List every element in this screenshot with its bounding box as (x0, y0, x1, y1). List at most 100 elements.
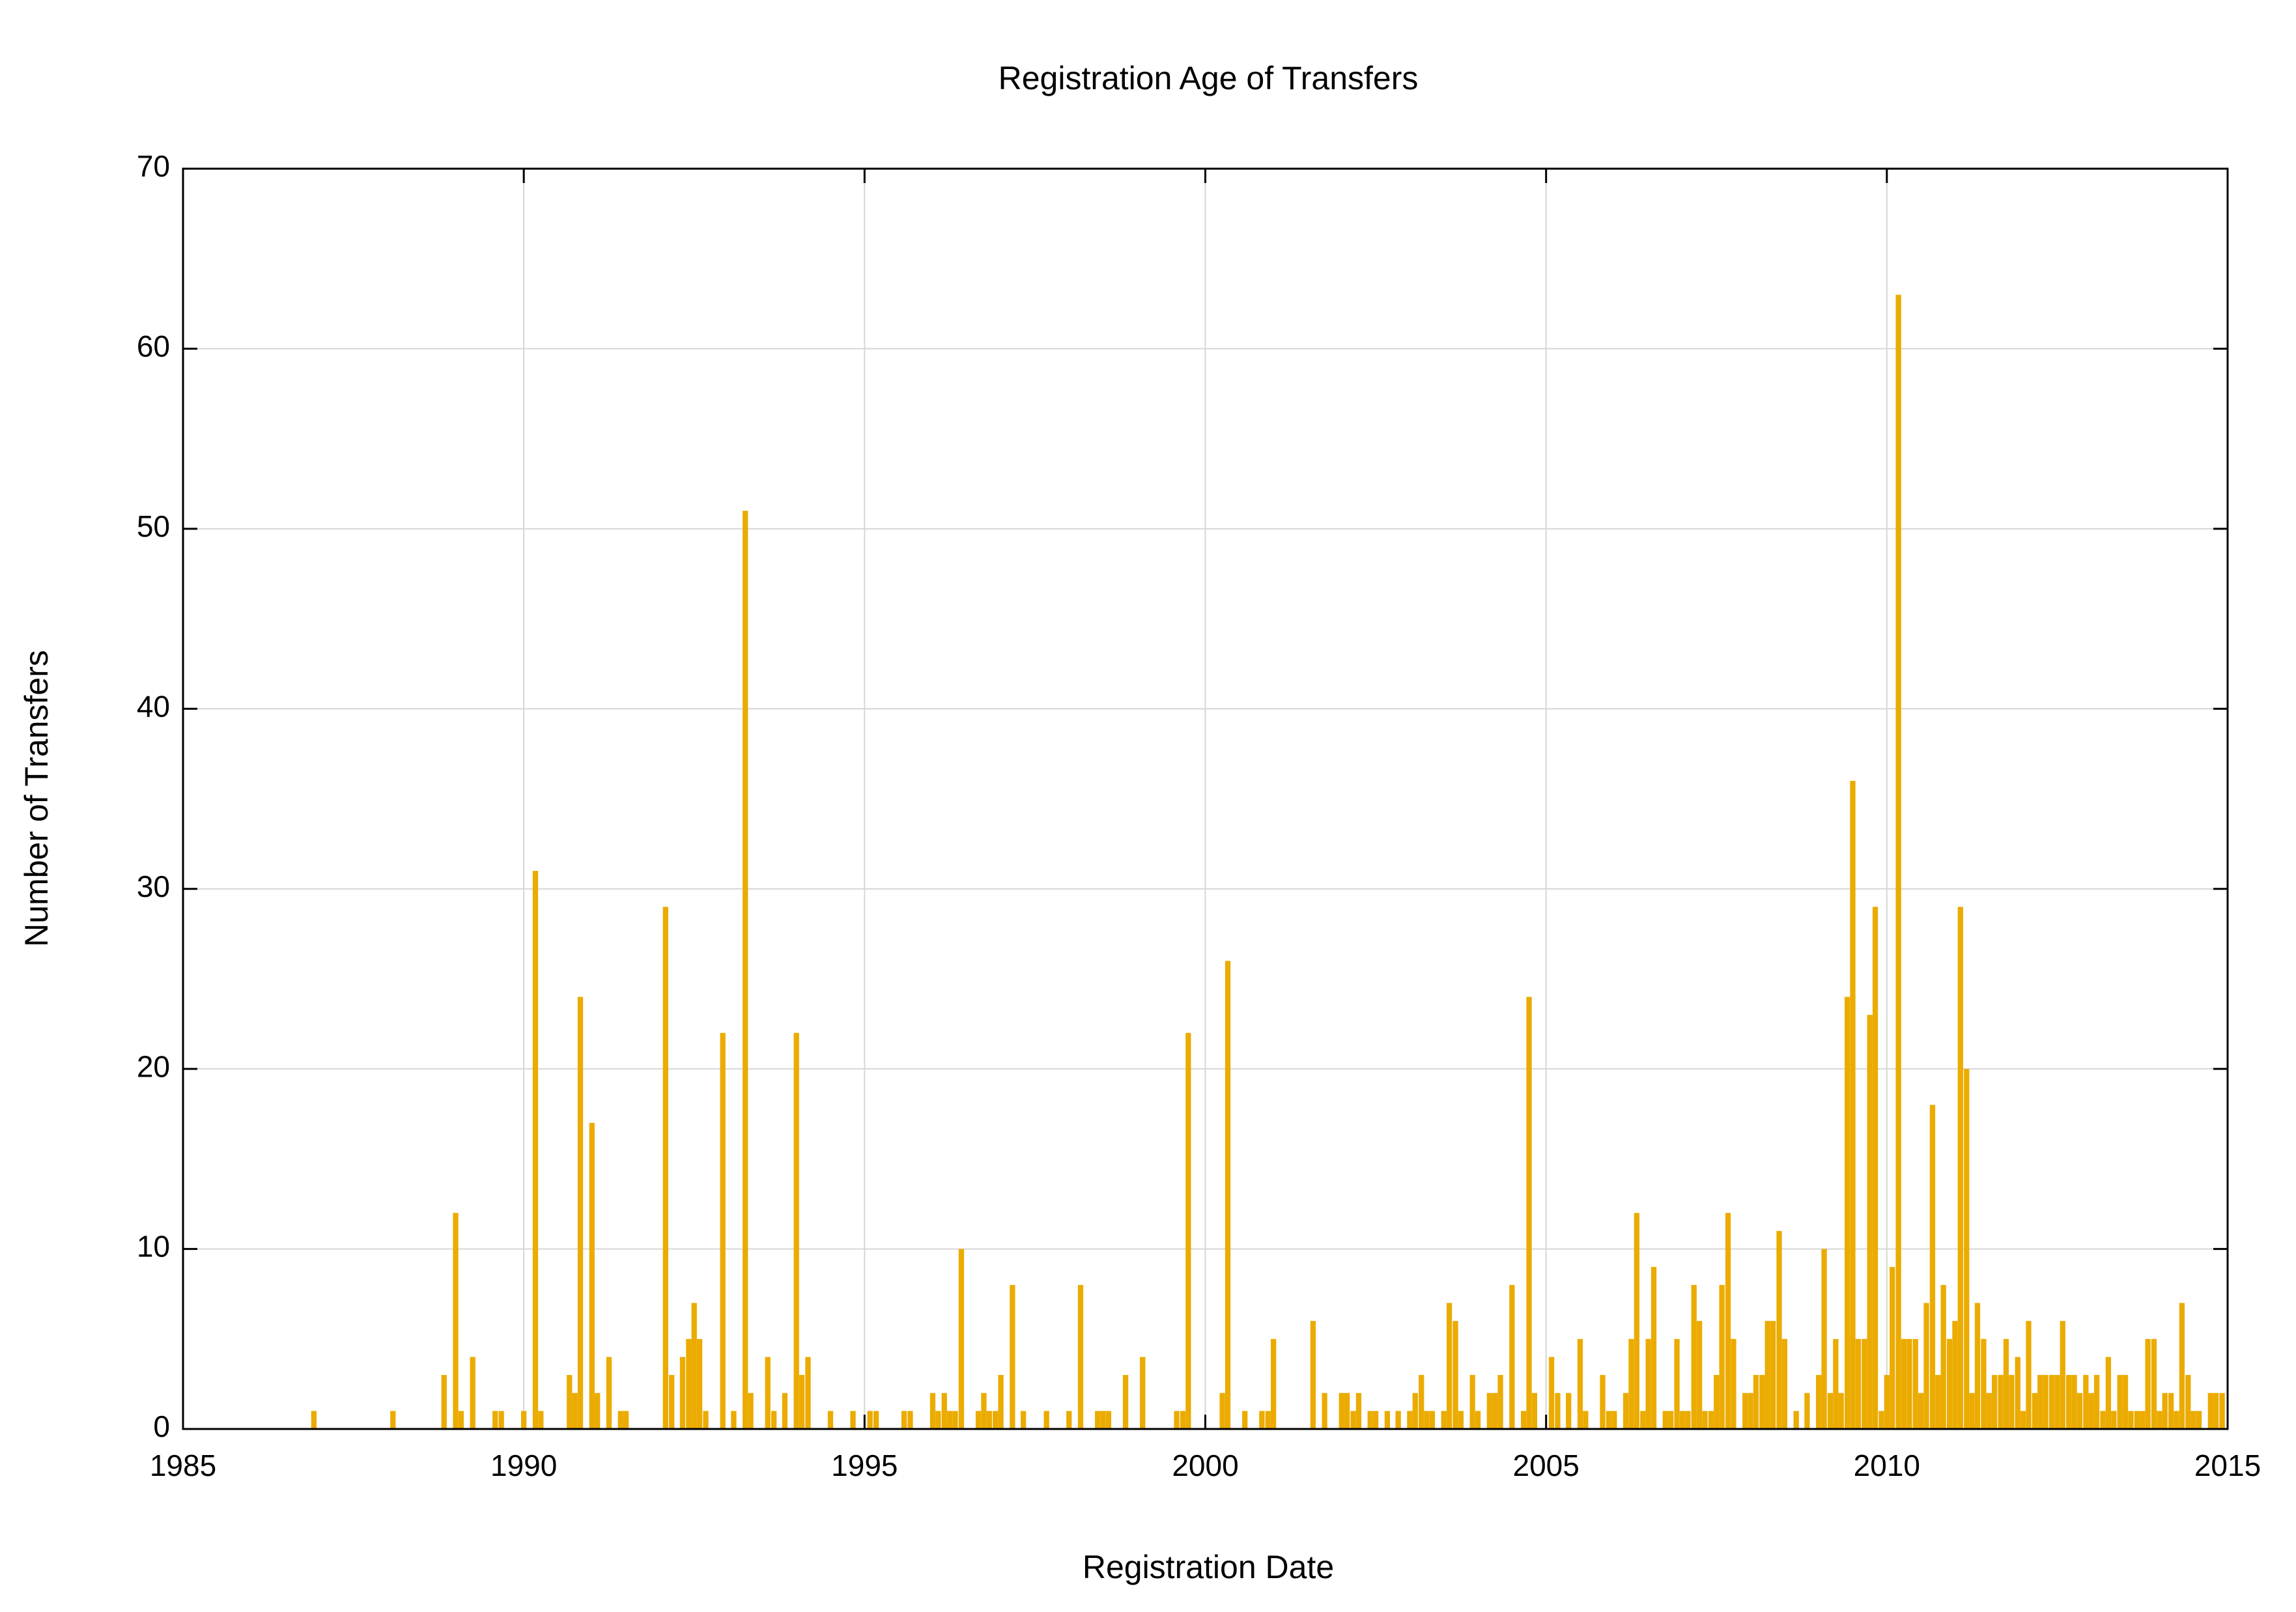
bar (1020, 1411, 1027, 1429)
bar (2054, 1375, 2060, 1429)
bar (1492, 1393, 1498, 1429)
bar (1469, 1375, 1475, 1429)
bar (946, 1411, 953, 1429)
bar (1770, 1321, 1776, 1429)
bar (1174, 1411, 1180, 1429)
bar (827, 1411, 834, 1429)
bar (2093, 1375, 2100, 1429)
bar (2043, 1375, 2048, 1429)
bar (1702, 1411, 1708, 1429)
y-tick-label: 70 (137, 149, 170, 183)
bar (1793, 1411, 1799, 1429)
bar (1651, 1267, 1657, 1429)
bar (998, 1375, 1004, 1429)
x-tick-label: 1985 (150, 1449, 216, 1482)
bar (1804, 1393, 1810, 1429)
bar (595, 1393, 601, 1429)
bar (1628, 1338, 1634, 1429)
bar (2219, 1393, 2225, 1429)
bar (1372, 1411, 1379, 1429)
bar (538, 1411, 544, 1429)
y-axis-label: Number of Transfers (18, 650, 55, 947)
bar (1095, 1411, 1101, 1429)
bar (1708, 1411, 1714, 1429)
bar (2162, 1393, 2168, 1429)
bar (1935, 1375, 1941, 1429)
bar (2140, 1411, 2146, 1429)
bar (1497, 1375, 1503, 1429)
bar (2037, 1375, 2043, 1429)
bar (1685, 1411, 1691, 1429)
bar (1100, 1411, 1106, 1429)
bar (1066, 1411, 1072, 1429)
bar (1827, 1393, 1834, 1429)
bar (1486, 1393, 1492, 1429)
bar (958, 1249, 965, 1429)
y-tick-label: 30 (137, 870, 170, 903)
x-tick-label: 2005 (1512, 1449, 1579, 1482)
bar (1753, 1375, 1759, 1429)
bar (1242, 1411, 1248, 1429)
bar (1884, 1375, 1890, 1429)
bar (1259, 1411, 1265, 1429)
bar (2048, 1375, 2055, 1429)
bar (1912, 1338, 1918, 1429)
bar (901, 1411, 907, 1429)
bar (1867, 1015, 1873, 1429)
bar (2020, 1411, 2026, 1429)
bar (1929, 1105, 1936, 1429)
x-tick-label: 1990 (490, 1449, 557, 1482)
bar (1339, 1393, 1344, 1429)
bar (2157, 1411, 2162, 1429)
bar (765, 1357, 771, 1429)
bar (1668, 1411, 1674, 1429)
bar (1395, 1411, 1401, 1429)
bar (1344, 1393, 1350, 1429)
bar (1781, 1338, 1788, 1429)
bar (1923, 1303, 1929, 1429)
bar (2185, 1375, 2191, 1429)
bar (2009, 1375, 2015, 1429)
bar (441, 1375, 447, 1429)
bar (1611, 1411, 1617, 1429)
bar (731, 1411, 737, 1429)
y-tick-label: 20 (137, 1049, 170, 1083)
bar (1458, 1411, 1464, 1429)
bar (623, 1411, 629, 1429)
bar (662, 907, 668, 1429)
bar (470, 1357, 475, 1429)
bar (1623, 1393, 1629, 1429)
bar (1634, 1213, 1639, 1429)
bar (1833, 1338, 1839, 1429)
bar (1520, 1411, 1527, 1429)
bar (782, 1393, 788, 1429)
bar (2076, 1393, 2083, 1429)
bar (2145, 1338, 2151, 1429)
bar (1850, 780, 1856, 1429)
bar (2105, 1357, 2112, 1429)
bar (1821, 1249, 1827, 1429)
bar (986, 1411, 992, 1429)
bar (1566, 1393, 1572, 1429)
bar (2174, 1411, 2179, 1429)
bar (1355, 1393, 1362, 1429)
x-tick-label: 1995 (831, 1449, 898, 1482)
bar (696, 1338, 703, 1429)
x-tick-label: 2010 (1854, 1449, 1920, 1482)
bar (1407, 1411, 1413, 1429)
bar (1845, 997, 1850, 1429)
bar (1475, 1411, 1481, 1429)
bar (1872, 907, 1878, 1429)
bar (1906, 1338, 1912, 1429)
bar (793, 1032, 799, 1429)
bar (1952, 1321, 1958, 1429)
bar (2032, 1393, 2038, 1429)
bar (1180, 1411, 1186, 1429)
bar (1940, 1284, 1946, 1429)
bar (1679, 1411, 1686, 1429)
bar (1185, 1032, 1191, 1429)
x-tick-label: 2015 (2194, 1449, 2261, 1482)
bar (1270, 1338, 1277, 1429)
bar (1429, 1411, 1436, 1429)
